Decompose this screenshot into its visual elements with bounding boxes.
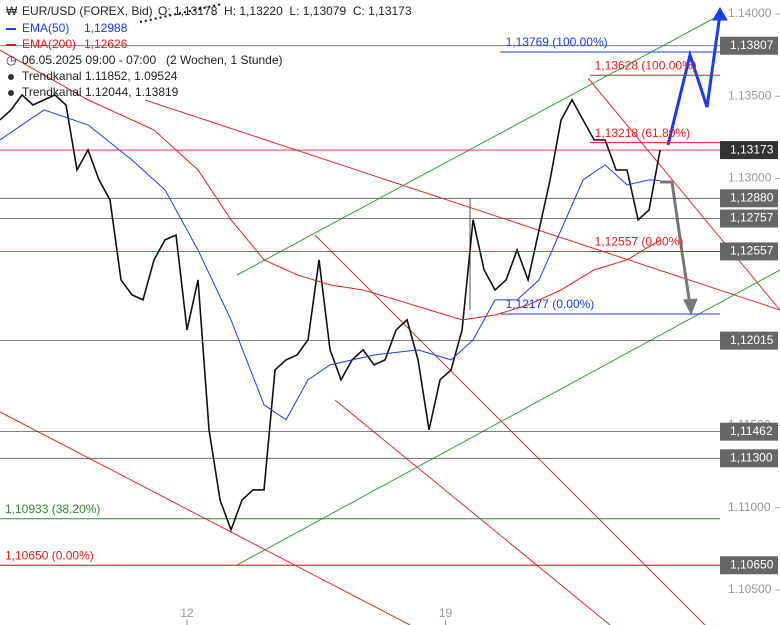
- price-box-label: 1,10650: [730, 557, 774, 571]
- price-box: [720, 422, 778, 441]
- series-line: [0, 93, 661, 533]
- fib-label: 1,12177 (0.00%): [506, 297, 595, 311]
- series-line: [0, 49, 661, 321]
- y-tick-label: 1.13000: [728, 171, 772, 185]
- price-box-label: 1,13807: [730, 38, 774, 52]
- legend-icon: [8, 74, 14, 80]
- price-box: [720, 189, 778, 208]
- legend-icon: ₩: [6, 4, 18, 18]
- fib-label: 1,13628 (100.00%): [595, 58, 697, 72]
- y-tick-label: 1.14000: [728, 6, 772, 20]
- price-box: [720, 556, 778, 575]
- legend-icon: [8, 90, 14, 96]
- price-box: [720, 36, 778, 55]
- price-box: [720, 242, 778, 261]
- x-tick-label: 12: [180, 606, 194, 620]
- price-box: [720, 449, 778, 468]
- y-tick-label: 1.10500: [728, 582, 772, 596]
- legend-ema50-value: 1,12988: [84, 21, 128, 35]
- legend: ₩ EUR/USD (FOREX, Bid) O: 1,13178 H: 1,1…: [6, 4, 412, 99]
- legend-ema50: EMA(50): [22, 21, 69, 35]
- price-box-label: 1,12880: [730, 190, 774, 204]
- legend-channel: Trendkanal 1.11852, 1.09524: [22, 69, 178, 83]
- price-box-label: 1,12557: [730, 244, 774, 258]
- price-box: [720, 141, 778, 160]
- price-box-label: 1,13173: [730, 142, 774, 156]
- legend-period: 06.05.2025 09:00 - 07:00: [22, 53, 156, 67]
- legend-ohlc: O: 1,13178 H: 1,13220 L: 1,13079 C: 1,13…: [158, 4, 412, 18]
- price-box-label: 1,12015: [730, 333, 774, 347]
- x-tick-label: 19: [439, 606, 453, 620]
- legend-instrument: EUR/USD (FOREX, Bid): [22, 4, 153, 18]
- y-tick-label: 1.11000: [728, 500, 771, 514]
- y-tick-label: 1.13500: [728, 88, 772, 102]
- price-box: [720, 331, 778, 350]
- price-box-label: 1,11300: [730, 450, 773, 464]
- price-box-label: 1,11462: [730, 424, 773, 438]
- legend-ema200: EMA(200): [22, 37, 76, 51]
- price-box-label: 1,12757: [730, 211, 774, 225]
- drawings: [0, 3, 780, 625]
- legend-icon: ◷: [6, 53, 16, 67]
- legend-ema200-value: 1,12626: [84, 37, 128, 51]
- series-line: [0, 109, 661, 421]
- fib-label: 1,10650 (0.00%): [5, 548, 94, 562]
- legend-channel: Trendkanal 1.12044, 1.13819: [22, 85, 179, 99]
- legend-period-note: (2 Wochen, 1 Stunde): [166, 53, 283, 67]
- fib-label: 1,10933 (38.20%): [5, 502, 100, 516]
- fib-label: 1,12557 (0.00%): [595, 235, 684, 249]
- price-box: [720, 209, 778, 228]
- fib-label: 1,13769 (100.00%): [506, 35, 608, 49]
- fib-label: 1,13218 (61.80%): [595, 126, 690, 140]
